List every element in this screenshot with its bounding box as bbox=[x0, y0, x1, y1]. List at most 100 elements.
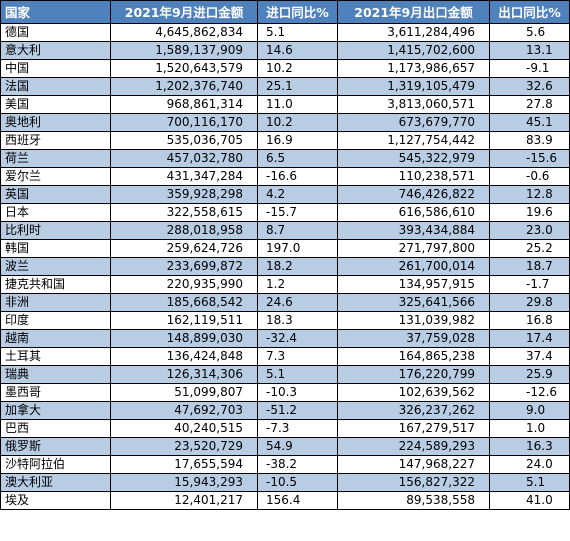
table-row: 土耳其 136,424,848 7.3 164,865,238 37.4 bbox=[0, 347, 570, 366]
trade-table: 国家 2021年9月进口金额 进口同比% 2021年9月出口金额 出口同比% 德… bbox=[0, 0, 570, 510]
cell-export-yoy: 13.1 bbox=[489, 41, 570, 60]
cell-export-value: 545,322,979 bbox=[337, 149, 490, 168]
cell-export-value: 393,434,884 bbox=[337, 221, 490, 240]
cell-country: 瑞典 bbox=[0, 365, 111, 384]
cell-export-value: 673,679,770 bbox=[337, 113, 490, 132]
cell-export-value: 271,797,800 bbox=[337, 239, 490, 258]
cell-export-yoy: 5.1 bbox=[489, 473, 570, 492]
cell-export-value: 167,279,517 bbox=[337, 419, 490, 438]
cell-import-yoy: 10.2 bbox=[257, 59, 338, 78]
cell-export-yoy: -9.1 bbox=[489, 59, 570, 78]
cell-import-value: 40,240,515 bbox=[110, 419, 258, 438]
cell-country: 捷克共和国 bbox=[0, 275, 111, 294]
table-row: 西班牙 535,036,705 16.9 1,127,754,442 83.9 bbox=[0, 131, 570, 150]
cell-import-yoy: 197.0 bbox=[257, 239, 338, 258]
cell-import-yoy: 156.4 bbox=[257, 491, 338, 510]
cell-export-yoy: 1.0 bbox=[489, 419, 570, 438]
cell-import-value: 162,119,511 bbox=[110, 311, 258, 330]
cell-export-yoy: 17.4 bbox=[489, 329, 570, 348]
cell-import-value: 148,899,030 bbox=[110, 329, 258, 348]
cell-import-yoy: 1.2 bbox=[257, 275, 338, 294]
cell-export-yoy: 9.0 bbox=[489, 401, 570, 420]
header-row: 国家 2021年9月进口金额 进口同比% 2021年9月出口金额 出口同比% bbox=[0, 0, 570, 24]
cell-import-yoy: -51.2 bbox=[257, 401, 338, 420]
cell-export-value: 89,538,558 bbox=[337, 491, 490, 510]
cell-export-value: 102,639,562 bbox=[337, 383, 490, 402]
cell-export-value: 616,586,610 bbox=[337, 203, 490, 222]
cell-country: 俄罗斯 bbox=[0, 437, 111, 456]
cell-import-yoy: -7.3 bbox=[257, 419, 338, 438]
table-row: 韩国 259,624,726 197.0 271,797,800 25.2 bbox=[0, 239, 570, 258]
cell-import-value: 1,520,643,579 bbox=[110, 59, 258, 78]
cell-export-value: 147,968,227 bbox=[337, 455, 490, 474]
cell-export-value: 1,173,986,657 bbox=[337, 59, 490, 78]
cell-country: 奥地利 bbox=[0, 113, 111, 132]
cell-import-value: 233,699,872 bbox=[110, 257, 258, 276]
cell-import-yoy: 6.5 bbox=[257, 149, 338, 168]
cell-import-yoy: 18.2 bbox=[257, 257, 338, 276]
cell-export-value: 1,127,754,442 bbox=[337, 131, 490, 150]
cell-country: 印度 bbox=[0, 311, 111, 330]
cell-export-value: 131,039,982 bbox=[337, 311, 490, 330]
cell-export-yoy: 45.1 bbox=[489, 113, 570, 132]
table-row: 捷克共和国 220,935,990 1.2 134,957,915 -1.7 bbox=[0, 275, 570, 294]
cell-import-value: 700,116,170 bbox=[110, 113, 258, 132]
table-row: 非洲 185,668,542 24.6 325,641,566 29.8 bbox=[0, 293, 570, 312]
table-header: 国家 2021年9月进口金额 进口同比% 2021年9月出口金额 出口同比% bbox=[0, 0, 570, 24]
cell-export-yoy: -0.6 bbox=[489, 167, 570, 186]
cell-country: 美国 bbox=[0, 95, 111, 114]
cell-export-value: 224,589,293 bbox=[337, 437, 490, 456]
cell-import-yoy: -10.5 bbox=[257, 473, 338, 492]
cell-import-yoy: 54.9 bbox=[257, 437, 338, 456]
header-import-value: 2021年9月进口金额 bbox=[110, 0, 258, 24]
cell-export-yoy: 16.3 bbox=[489, 437, 570, 456]
cell-export-value: 1,415,702,600 bbox=[337, 41, 490, 60]
table-row: 英国 359,928,298 4.2 746,426,822 12.8 bbox=[0, 185, 570, 204]
cell-import-yoy: 5.1 bbox=[257, 23, 338, 42]
table-row: 越南 148,899,030 -32.4 37,759,028 17.4 bbox=[0, 329, 570, 348]
cell-export-value: 37,759,028 bbox=[337, 329, 490, 348]
cell-import-yoy: 14.6 bbox=[257, 41, 338, 60]
cell-export-yoy: 16.8 bbox=[489, 311, 570, 330]
table-row: 沙特阿拉伯 17,655,594 -38.2 147,968,227 24.0 bbox=[0, 455, 570, 474]
cell-import-yoy: 8.7 bbox=[257, 221, 338, 240]
cell-country: 巴西 bbox=[0, 419, 111, 438]
table-row: 俄罗斯 23,520,729 54.9 224,589,293 16.3 bbox=[0, 437, 570, 456]
cell-import-yoy: 18.3 bbox=[257, 311, 338, 330]
table-row: 澳大利亚 15,943,293 -10.5 156,827,322 5.1 bbox=[0, 473, 570, 492]
cell-import-value: 431,347,284 bbox=[110, 167, 258, 186]
cell-export-value: 176,220,799 bbox=[337, 365, 490, 384]
cell-country: 越南 bbox=[0, 329, 111, 348]
cell-import-value: 185,668,542 bbox=[110, 293, 258, 312]
cell-import-yoy: -32.4 bbox=[257, 329, 338, 348]
table-row: 巴西 40,240,515 -7.3 167,279,517 1.0 bbox=[0, 419, 570, 438]
cell-import-yoy: -10.3 bbox=[257, 383, 338, 402]
cell-import-value: 12,401,217 bbox=[110, 491, 258, 510]
cell-export-value: 3,611,284,496 bbox=[337, 23, 490, 42]
cell-export-yoy: 32.6 bbox=[489, 77, 570, 96]
table-row: 中国 1,520,643,579 10.2 1,173,986,657 -9.1 bbox=[0, 59, 570, 78]
cell-import-yoy: 25.1 bbox=[257, 77, 338, 96]
cell-import-value: 1,202,376,740 bbox=[110, 77, 258, 96]
cell-import-value: 4,645,862,834 bbox=[110, 23, 258, 42]
cell-export-yoy: 25.2 bbox=[489, 239, 570, 258]
cell-import-value: 535,036,705 bbox=[110, 131, 258, 150]
table-row: 法国 1,202,376,740 25.1 1,319,105,479 32.6 bbox=[0, 77, 570, 96]
cell-country: 波兰 bbox=[0, 257, 111, 276]
cell-import-yoy: -38.2 bbox=[257, 455, 338, 474]
cell-export-value: 3,813,060,571 bbox=[337, 95, 490, 114]
cell-export-yoy: 41.0 bbox=[489, 491, 570, 510]
cell-country: 西班牙 bbox=[0, 131, 111, 150]
table-row: 埃及 12,401,217 156.4 89,538,558 41.0 bbox=[0, 491, 570, 510]
cell-export-yoy: 5.6 bbox=[489, 23, 570, 42]
cell-country: 爱尔兰 bbox=[0, 167, 111, 186]
cell-import-value: 968,861,314 bbox=[110, 95, 258, 114]
cell-import-value: 359,928,298 bbox=[110, 185, 258, 204]
cell-country: 中国 bbox=[0, 59, 111, 78]
cell-export-yoy: 27.8 bbox=[489, 95, 570, 114]
table-body: 德国 4,645,862,834 5.1 3,611,284,496 5.6 意大利 1,5… bbox=[0, 23, 570, 510]
cell-import-yoy: -15.7 bbox=[257, 203, 338, 222]
cell-import-value: 23,520,729 bbox=[110, 437, 258, 456]
table-row: 美国 968,861,314 11.0 3,813,060,571 27.8 bbox=[0, 95, 570, 114]
cell-country: 荷兰 bbox=[0, 149, 111, 168]
